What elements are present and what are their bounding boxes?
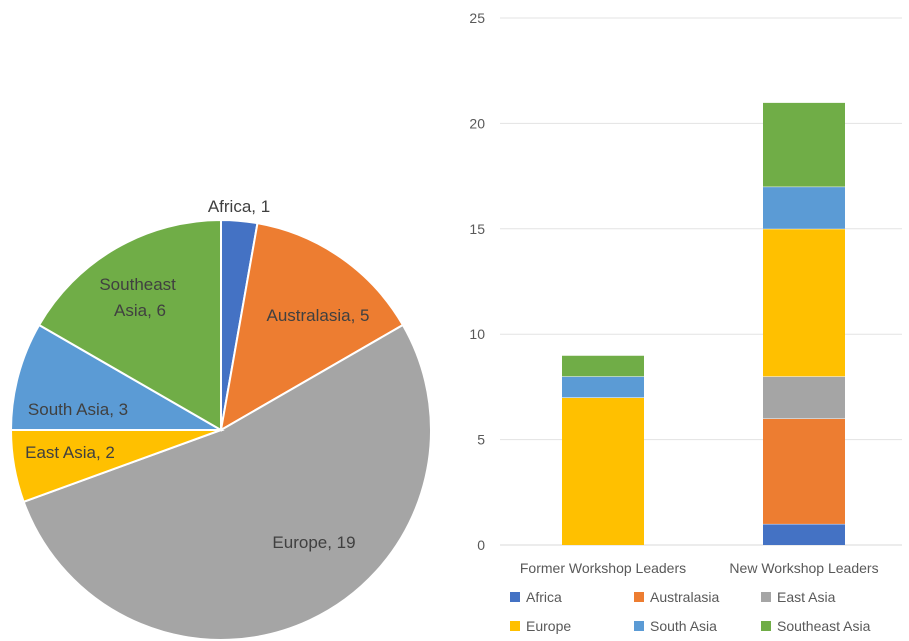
y-tick-label-10: 10	[469, 326, 485, 342]
bar-former-workshop-leaders-europe	[562, 397, 644, 545]
pie-slice-europe	[22, 323, 432, 641]
pie-chart: Africa, 1 Australasia, 5 Europe, 19 East…	[9, 197, 432, 641]
legend-label-europe: Europe	[526, 618, 571, 634]
bar-new-workshop-leaders-europe	[763, 228, 845, 377]
y-tick-label-20: 20	[469, 115, 485, 131]
x-tick-label-former-workshop-leaders: Former Workshop Leaders	[520, 560, 686, 576]
pie-slice-australasia	[219, 222, 405, 432]
pie-label-africa: Africa, 1	[208, 197, 270, 216]
pie-label-southeast-asia-line2: Asia, 6	[114, 301, 166, 320]
bar-former-workshop-leaders-southeast-asia	[562, 355, 644, 377]
y-tick-label-0: 0	[477, 537, 485, 553]
pie-slice-south-asia	[9, 323, 225, 431]
legend-item-east-asia: East Asia	[761, 589, 836, 605]
legend-item-europe: Europe	[510, 618, 571, 634]
pie-labels: Africa, 1 Australasia, 5 Europe, 19 East…	[25, 197, 369, 552]
legend-swatch-australasia	[634, 592, 644, 602]
pie-slices	[9, 218, 432, 641]
bar-segments	[562, 101, 845, 545]
bar-x-tick-labels: Former Workshop Leaders New Workshop Lead…	[520, 560, 879, 576]
y-tick-label-15: 15	[469, 221, 485, 237]
legend-label-southeast-asia: Southeast Asia	[777, 618, 871, 634]
legend-label-australasia: Australasia	[650, 589, 719, 605]
legend-swatch-africa	[510, 592, 520, 602]
legend-label-africa: Africa	[526, 589, 562, 605]
pie-slice-southeast-asia	[37, 218, 222, 432]
pie-label-southeast-asia: Southeast Asia, 6	[99, 275, 180, 320]
bar-new-workshop-leaders-east-asia	[763, 376, 845, 419]
y-tick-label-5: 5	[477, 432, 485, 448]
y-tick-label-25: 25	[469, 10, 485, 26]
pie-label-southeast-asia-line1: Southeast	[99, 275, 176, 294]
legend-item-south-asia: South Asia	[634, 618, 717, 634]
bar-new-workshop-leaders-south-asia	[763, 186, 845, 229]
pie-label-europe: Europe, 19	[272, 533, 355, 552]
bar-former-workshop-leaders-south-asia	[562, 376, 644, 398]
legend-label-south-asia: South Asia	[650, 618, 717, 634]
pie-label-south-asia: South Asia, 3	[28, 400, 128, 419]
legend-item-southeast-asia: Southeast Asia	[761, 618, 871, 634]
bar-chart: 0 5 10 15 20 25 Former Workshop Leaders New Wo…	[469, 10, 902, 634]
bar-y-tick-labels: 0 5 10 15 20 25	[469, 10, 485, 553]
legend-swatch-east-asia	[761, 592, 771, 602]
bar-new-workshop-leaders-australasia	[763, 418, 845, 524]
legend-swatch-south-asia	[634, 621, 644, 631]
bar-new-workshop-leaders-africa	[763, 523, 845, 545]
pie-label-australasia: Australasia, 5	[267, 306, 370, 325]
legend-item-africa: Africa	[510, 589, 562, 605]
bar-legend: Africa Australasia East Asia Europe South As…	[510, 589, 871, 634]
pie-label-east-asia: East Asia, 2	[25, 443, 115, 462]
x-tick-label-new-workshop-leaders: New Workshop Leaders	[729, 560, 878, 576]
legend-swatch-europe	[510, 621, 520, 631]
legend-label-east-asia: East Asia	[777, 589, 836, 605]
legend-item-australasia: Australasia	[634, 589, 719, 605]
legend-swatch-southeast-asia	[761, 621, 771, 631]
bar-new-workshop-leaders-southeast-asia	[763, 102, 845, 187]
